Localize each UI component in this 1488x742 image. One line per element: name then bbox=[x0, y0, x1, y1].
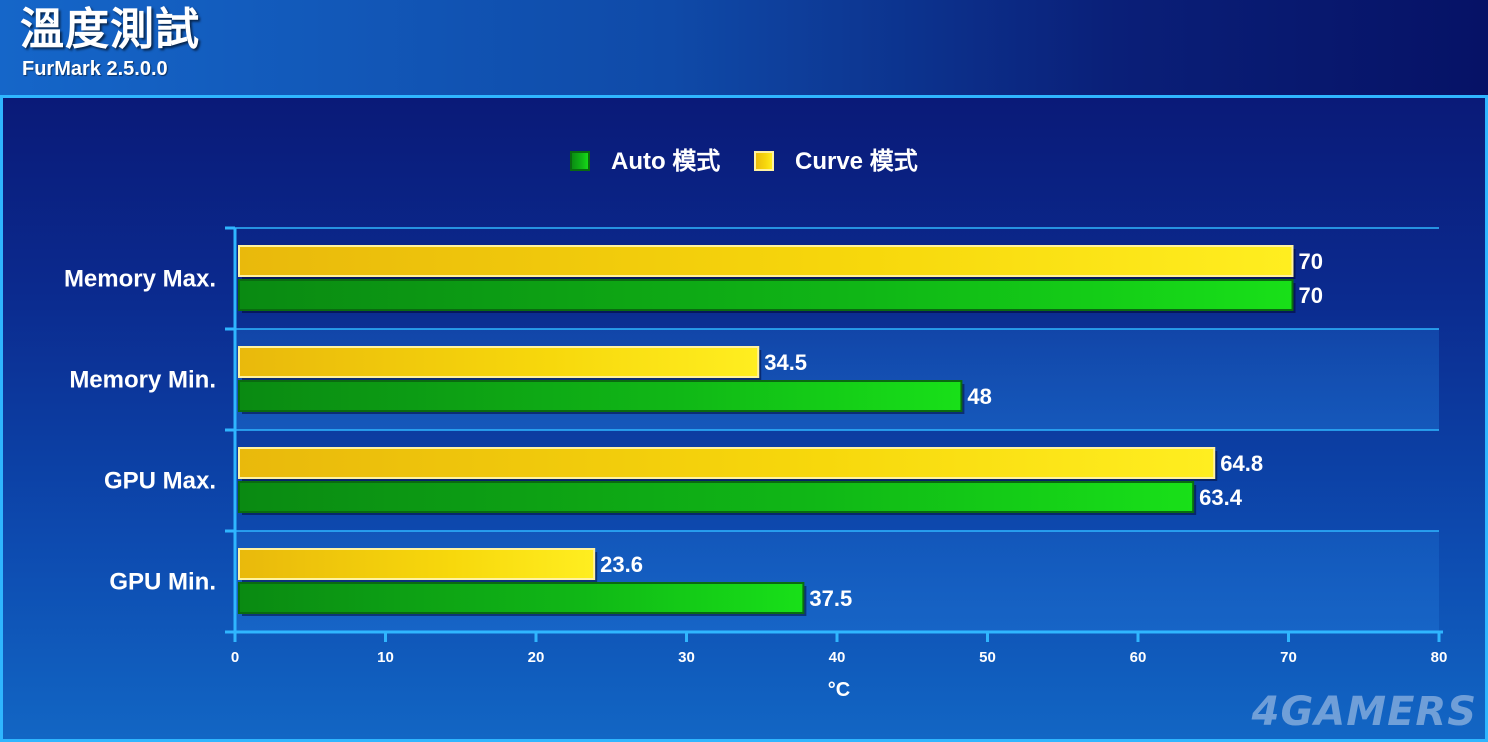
y-tick-label: Memory Max. bbox=[64, 266, 216, 293]
x-tick-label: 50 bbox=[979, 649, 996, 666]
bar-auto bbox=[238, 481, 1195, 513]
y-tick-label: Memory Min. bbox=[69, 367, 216, 394]
bar-curve-value-label: 23.6 bbox=[600, 552, 643, 577]
chart-panel: Memory Max. Memory Min. GPU Max. GPU Min. 70… bbox=[0, 95, 1488, 742]
header: 溫度測試 FurMark 2.5.0.0 bbox=[0, 0, 1488, 95]
category-band bbox=[235, 531, 1439, 632]
bar-auto-value-label: 63.4 bbox=[1199, 485, 1243, 510]
x-tick-label: 20 bbox=[528, 649, 545, 666]
watermark-logo: 4GAMERS bbox=[1251, 689, 1477, 735]
x-tick-label: 60 bbox=[1130, 649, 1147, 666]
bar-curve-value-label: 34.5 bbox=[764, 350, 807, 375]
x-tick-label: 80 bbox=[1431, 649, 1448, 666]
y-tick-label: GPU Min. bbox=[109, 569, 216, 596]
x-tick-label: 40 bbox=[829, 649, 846, 666]
bar-auto-value-label: 48 bbox=[967, 384, 991, 409]
bar-auto-value-label: 70 bbox=[1299, 283, 1323, 308]
x-tick-label: 0 bbox=[231, 649, 239, 666]
bar-curve bbox=[238, 346, 760, 378]
legend-swatch bbox=[754, 151, 774, 171]
legend-swatch bbox=[570, 151, 590, 171]
x-axis-label: °C bbox=[828, 679, 850, 701]
x-tick-label: 30 bbox=[678, 649, 695, 666]
category-band bbox=[235, 329, 1439, 430]
page-subtitle: FurMark 2.5.0.0 bbox=[22, 58, 168, 80]
x-tick-label: 70 bbox=[1280, 649, 1297, 666]
bar-curve-value-label: 70 bbox=[1299, 249, 1323, 274]
bar-curve bbox=[238, 548, 596, 580]
bar-curve-value-label: 64.8 bbox=[1220, 451, 1263, 476]
bar-chart: Memory Max. Memory Min. GPU Max. GPU Min. 70… bbox=[64, 148, 1448, 701]
bar-auto-value-label: 37.5 bbox=[809, 586, 852, 611]
y-tick-label: GPU Max. bbox=[104, 468, 216, 495]
bar-auto bbox=[238, 279, 1294, 311]
bar-curve bbox=[238, 447, 1216, 479]
bar-auto bbox=[238, 380, 963, 412]
x-tick-label: 10 bbox=[377, 649, 394, 666]
legend-label: Auto 模式 bbox=[611, 148, 720, 175]
page-title: 溫度測試 bbox=[20, 5, 200, 54]
bar-auto bbox=[238, 582, 805, 614]
bar-curve bbox=[238, 245, 1294, 277]
legend-label: Curve 模式 bbox=[795, 148, 918, 175]
